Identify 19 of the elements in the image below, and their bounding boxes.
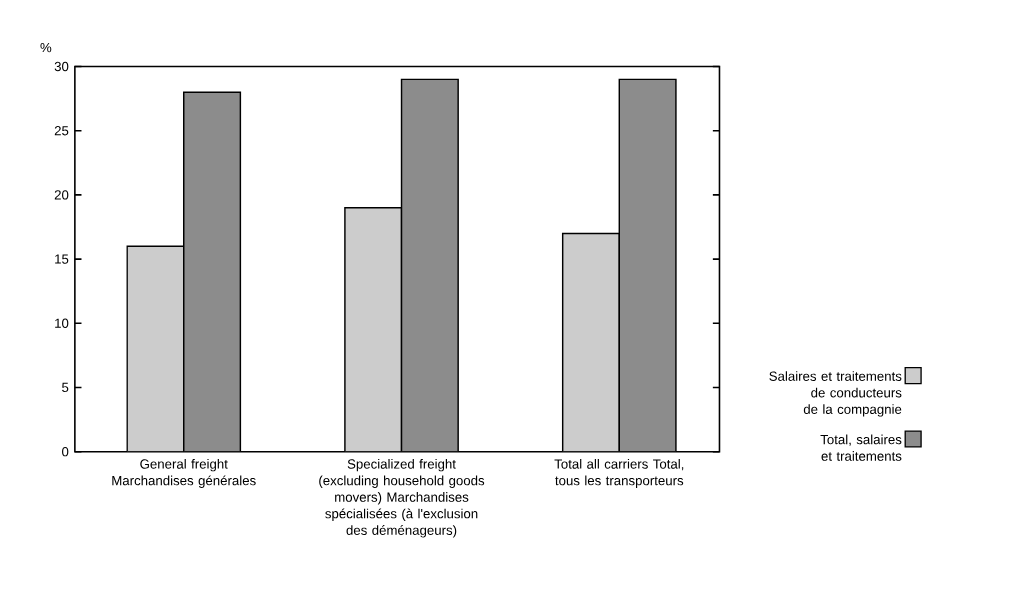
x-tick-label: Total all carriers Total, tous les transporteurs: [554, 459, 684, 489]
bar: [183, 91, 242, 452]
y-tick-label: 15: [55, 254, 69, 264]
y-tick-label: 30: [54, 62, 69, 72]
y-tick-label: 25: [54, 126, 69, 136]
y-tick-label: 10: [55, 318, 69, 329]
x-tick-label: Specialized freight (excluding household goods movers) Marchandises spécialisées (à l'exclusion des déménageurs): [319, 459, 485, 538]
bar: [344, 207, 403, 452]
legend-label: Total, salaires et traitements: [820, 434, 902, 462]
y-tick-label: 5: [62, 383, 69, 393]
bar: [126, 245, 185, 452]
bar: [561, 232, 621, 452]
y-tick-label: 20: [54, 190, 69, 200]
x-tick-label: General freight Marchandises générales: [112, 459, 256, 489]
y-tick-label: 0: [62, 447, 69, 457]
bar: [618, 78, 677, 452]
legend-label: Salaires et traitements de conducteurs de la compagnie: [769, 371, 902, 417]
bar: [400, 78, 459, 452]
y-axis-title: %: [40, 43, 52, 53]
